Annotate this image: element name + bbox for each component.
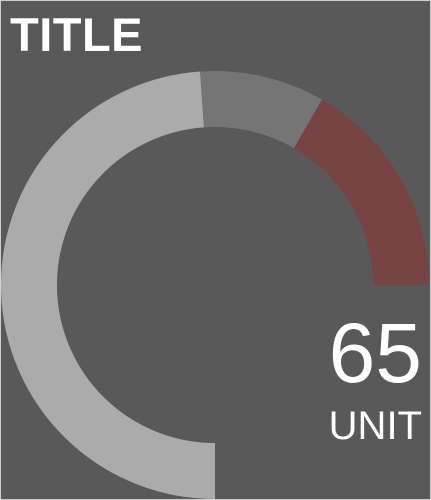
gauge-marker-segment bbox=[200, 71, 322, 149]
widget-title: TITLE bbox=[10, 8, 144, 61]
gauge-unit: UNIT bbox=[328, 404, 422, 448]
gauge-value: 65 bbox=[328, 306, 422, 400]
gauge-track-segment bbox=[1, 71, 216, 499]
gauge-alert-segment bbox=[293, 99, 429, 286]
